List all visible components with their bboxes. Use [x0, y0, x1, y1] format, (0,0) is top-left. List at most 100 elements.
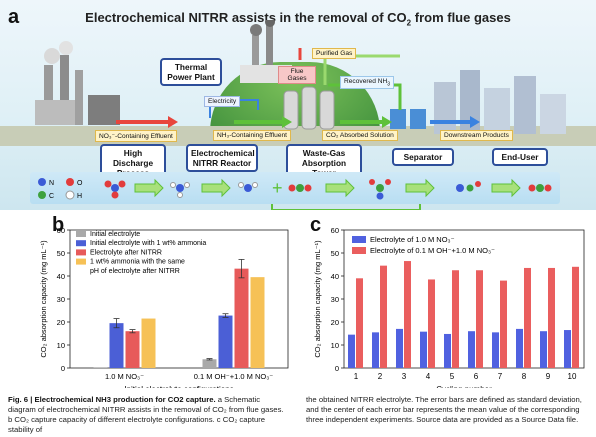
chart-c-bar — [516, 328, 523, 368]
chart-c-xtick-label: 6 — [474, 372, 479, 381]
strip-arrow-2 — [201, 178, 231, 198]
chart-b-ytick-label: 10 — [57, 341, 65, 350]
chart-b: 0 10 20 30 40 50 60 CO₂ absorption capacity (mg… — [39, 226, 289, 388]
nh3-effluent-label: NH₃-Containing Effluent — [213, 130, 292, 141]
molecule-strip-illustration: N O C H + — [38, 178, 552, 200]
chart-c-bar — [548, 267, 555, 368]
chart-c-bar — [372, 332, 379, 368]
chart-b-ytick-label: 60 — [57, 226, 65, 235]
chart-c-bar — [492, 332, 499, 368]
caption-left: Fig. 6 | Electrochemical NH3 production … — [8, 395, 288, 435]
chart-c-bar — [348, 334, 355, 368]
chart-b-bar — [125, 331, 140, 368]
recovered-nh3-label: Recovered NH3 — [340, 76, 395, 90]
chart-c: 0 10 20 30 40 50 60 CO₂ absorption capacity (mg… — [313, 226, 585, 388]
downstream-products-label: Downstream Products — [440, 130, 513, 141]
chart-c-ylabel: CO₂ absorption capacity (mg mL⁻¹) — [313, 240, 322, 358]
plus-sign: + — [272, 178, 283, 198]
chart-b-bar — [218, 315, 233, 368]
caption-right: the obtained NITRR electrolyte. The erro… — [306, 395, 582, 424]
chart-c-bar — [572, 266, 579, 368]
legend-n-label: N — [49, 180, 54, 187]
chart-b-ylabel: CO₂ absorption capacity (mg mL⁻¹) — [39, 240, 48, 358]
chart-c-xlabel: Cycling number — [436, 385, 492, 388]
chart-c-bar — [452, 270, 459, 368]
panel-a-letter: a — [8, 6, 20, 28]
strip-arrow-3 — [325, 178, 355, 198]
chart-c-ytick-label: 40 — [331, 272, 339, 281]
chart-c-xtick-label: 2 — [378, 372, 383, 381]
no3-effluent-label: NO₃⁻-Containing Effluent — [95, 130, 177, 142]
chart-b-xlabel: Initial electrolyte configurations — [124, 385, 233, 388]
chart-c-bar — [396, 328, 403, 368]
molecule-nh3-b — [238, 182, 258, 192]
chart-c-xtick-label: 3 — [402, 372, 407, 381]
chart-b-ytick-label: 30 — [57, 295, 65, 304]
chart-b-ytick-label: 50 — [57, 249, 65, 258]
chart-c-legend-text: Electrolyte of 0.1 M OH⁻+1.0 M NO₃⁻ — [370, 246, 495, 255]
chart-c-bar — [500, 280, 507, 368]
chart-c-legend-text: Electrolyte of 1.0 M NO₃⁻ — [370, 235, 455, 244]
molecule-nh3 — [170, 182, 190, 198]
chart-c-bar — [420, 331, 427, 368]
molecule-product — [456, 181, 481, 192]
chart-c-xtick-label: 8 — [522, 372, 527, 381]
chart-c-xtick-label: 1 — [354, 372, 359, 381]
chart-b-bar — [202, 359, 217, 368]
panel-a-title-end: from flue gases — [411, 10, 511, 25]
chart-c-bar — [404, 261, 411, 368]
caption-left-text: a Schematic diagram of electrochemical N… — [8, 395, 284, 434]
chart-c-ytick-label: 20 — [331, 318, 339, 327]
strip-arrow-1 — [134, 178, 164, 198]
chart-c-xtick-label: 4 — [426, 372, 431, 381]
chart-b-xtick-label: 0.1 M OH⁻+1.0 M NO₃⁻ — [194, 372, 274, 381]
chart-c-ytick-label: 50 — [331, 249, 339, 258]
chart-b-ytick-label: 0 — [61, 364, 65, 373]
chart-b-legend-swatch — [76, 231, 86, 237]
chart-c-bar — [524, 267, 531, 368]
separator-tanks — [390, 109, 426, 129]
molecule-carbamate — [369, 179, 391, 200]
chart-c-ytick-label: 60 — [331, 226, 339, 235]
chart-c-legend-swatch — [352, 247, 366, 254]
chart-b-bar — [93, 367, 108, 368]
chart-b-legend-swatch — [76, 249, 86, 256]
chart-b-ytick-label: 40 — [57, 272, 65, 281]
legend-c-label: C — [49, 193, 54, 200]
strip-arrow-4 — [405, 178, 435, 198]
thermal-power-plant-label: Thermal Power Plant — [160, 58, 222, 86]
chart-b-bar — [234, 268, 249, 368]
chart-c-bar — [444, 333, 451, 368]
chart-c-bar — [540, 331, 547, 368]
caption-title: Electrochemical NH3 production for CO2 c… — [34, 395, 216, 404]
molecule-no3 — [104, 180, 126, 199]
chart-b-legend-swatch — [76, 240, 86, 247]
chart-b-bar — [250, 277, 265, 368]
chart-c-xtick-label: 10 — [568, 372, 577, 381]
strip-arrow-5 — [491, 178, 521, 198]
separator-box: Separator — [392, 148, 454, 166]
chart-c-bar — [356, 278, 363, 368]
panel-a-title-main: Electrochemical NITRR assists in the rem… — [85, 10, 407, 25]
industry-plant-illustration — [35, 41, 120, 125]
chart-b-bar — [109, 323, 124, 368]
chart-b-legend-text: Electrolyte after NITRR — [90, 249, 162, 256]
recovered-nh3-text: Recovered NH — [344, 78, 388, 85]
chart-c-xtick-label: 5 — [450, 372, 455, 381]
panel-a-title-sub: 2 — [406, 18, 412, 28]
chart-b-legend-text: 1 wt% ammonia with the same — [90, 259, 185, 266]
recovered-nh3-sub: 3 — [387, 81, 391, 88]
chart-b-xtick-label: 1.0 M NO₃⁻ — [105, 372, 144, 381]
chart-c-ytick-label: 10 — [331, 341, 339, 350]
chart-c-bar — [476, 270, 483, 368]
chart-b-bar — [141, 318, 156, 368]
panel-b-letter: b — [52, 214, 65, 236]
molecule-co2-out — [528, 184, 552, 192]
chart-c-xtick-label: 7 — [498, 372, 503, 381]
flue-gases-label: Flue Gases — [278, 66, 316, 84]
co2-solution-label: CO₂ Absorbed Solution — [322, 130, 398, 141]
chart-c-bar — [380, 265, 387, 368]
caption-fig-label: Fig. 6 | — [8, 395, 35, 404]
cycle-arrow — [271, 204, 421, 210]
chart-c-ytick-label: 30 — [331, 295, 339, 304]
